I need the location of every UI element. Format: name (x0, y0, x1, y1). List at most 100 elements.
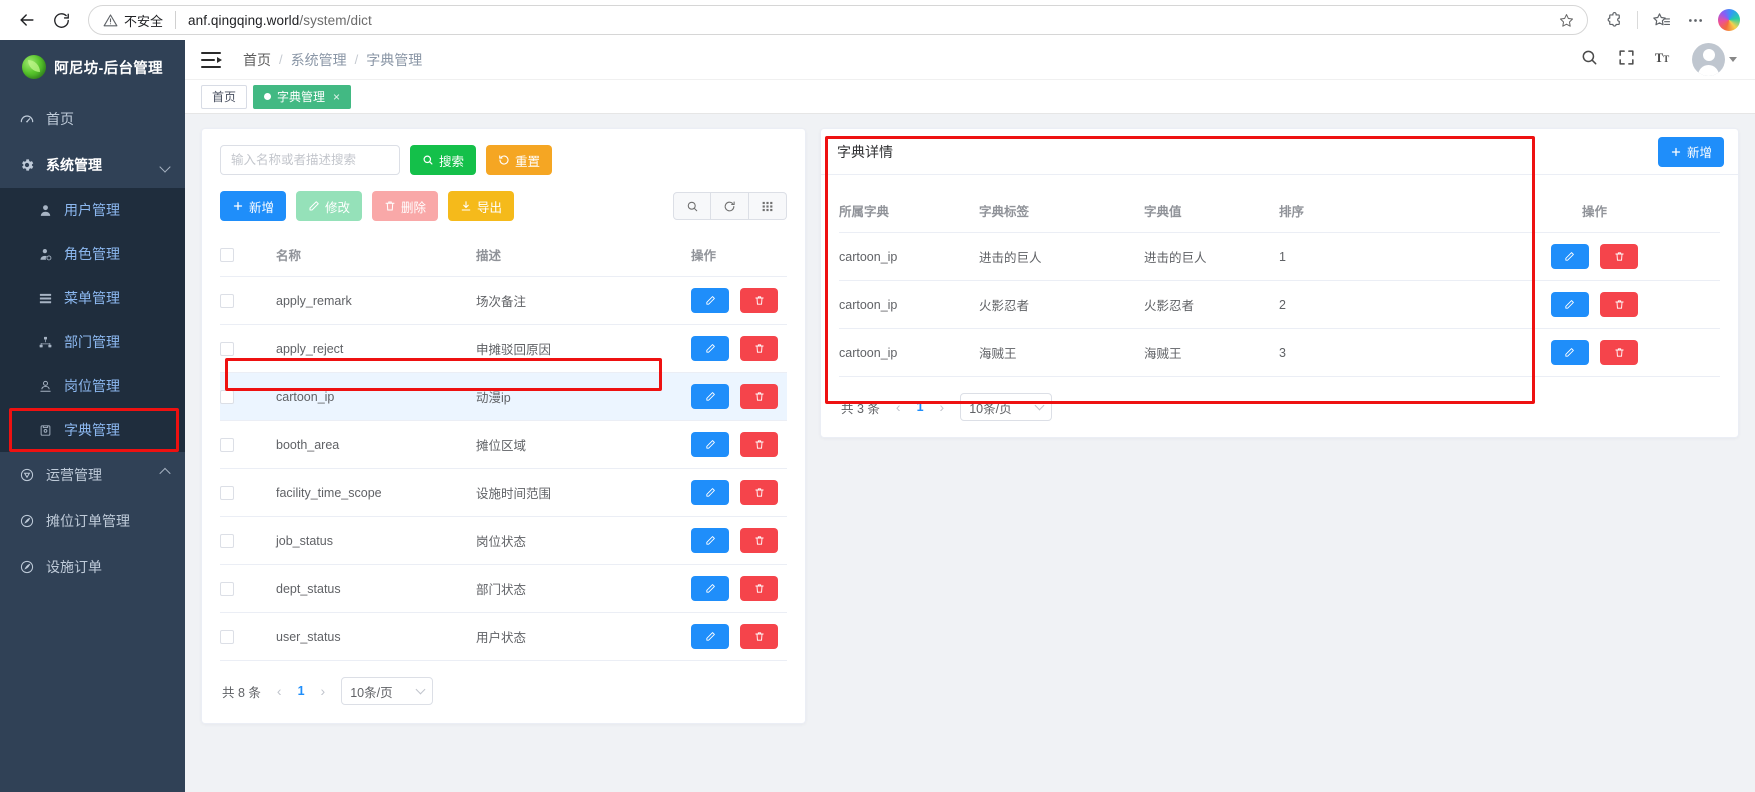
collapse-sidebar-icon[interactable] (201, 51, 222, 68)
search-icon[interactable] (1580, 48, 1599, 72)
table-row[interactable]: cartoon_ip 海贼王 海贼王 3 (839, 328, 1720, 377)
row-delete-button[interactable] (740, 624, 779, 649)
select-all-checkbox[interactable] (220, 247, 234, 262)
search-button-label: 搜索 (439, 154, 465, 169)
delete-button[interactable]: 删除 (372, 191, 439, 221)
table-columns-icon[interactable] (749, 192, 787, 220)
page-number[interactable]: 1 (916, 400, 924, 414)
row-checkbox[interactable] (220, 485, 234, 500)
table-row[interactable]: cartoon_ip 火影忍者 火影忍者 2 (839, 280, 1720, 329)
reload-button[interactable] (44, 3, 78, 37)
page-size-select[interactable]: 10条/页 (960, 393, 1053, 421)
row-checkbox[interactable] (220, 629, 234, 644)
export-button[interactable]: 导出 (448, 191, 515, 221)
row-delete-button[interactable] (740, 480, 779, 505)
prev-page-button[interactable]: ‹ (895, 399, 901, 415)
edit-button[interactable]: 修改 (296, 191, 363, 221)
row-edit-button[interactable] (1550, 292, 1589, 317)
row-edit-button[interactable] (1550, 244, 1589, 269)
page-number[interactable]: 1 (297, 684, 305, 698)
table-row[interactable]: apply_reject 申摊驳回原因 (220, 324, 787, 373)
row-delete-button[interactable] (740, 288, 779, 313)
next-page-button[interactable]: › (320, 683, 326, 699)
row-edit-button[interactable] (691, 480, 729, 505)
extensions-button[interactable] (1598, 4, 1630, 36)
sidebar-item-booth-order-management[interactable]: 摊位订单管理 (0, 498, 185, 544)
row-delete-button[interactable] (740, 384, 779, 409)
reset-button[interactable]: 重置 (486, 145, 553, 175)
table-row[interactable]: apply_remark 场次备注 (220, 276, 787, 325)
table-refresh-icon[interactable] (711, 192, 749, 220)
table-row[interactable]: job_status 岗位状态 (220, 516, 787, 565)
sidebar-item-operation-management[interactable]: 运营管理 (0, 452, 185, 498)
page-size-select[interactable]: 10条/页 (341, 677, 434, 705)
search-input[interactable] (220, 145, 400, 175)
row-edit-button[interactable] (1550, 340, 1589, 365)
row-edit-button[interactable] (691, 528, 729, 553)
cell-name: cartoon_ip (276, 372, 476, 421)
close-icon[interactable]: × (333, 89, 341, 104)
sidebar-item-menu-management[interactable]: 菜单管理 (0, 276, 185, 320)
table-header-row: 名称 描述 操作 (220, 235, 787, 277)
row-delete-button[interactable] (740, 336, 779, 361)
font-size-icon[interactable]: T T (1654, 47, 1674, 72)
favorites-button[interactable] (1645, 4, 1677, 36)
sidebar-item-dictionary-management[interactable]: 字典管理 (0, 408, 185, 452)
row-checkbox[interactable] (220, 533, 234, 548)
table-row[interactable]: facility_time_scope 设施时间范围 (220, 468, 787, 517)
copilot-icon (1718, 9, 1740, 31)
row-checkbox[interactable] (220, 437, 234, 452)
table-row[interactable]: cartoon_ip 进击的巨人 进击的巨人 1 (839, 232, 1720, 281)
tab-home[interactable]: 首页 (201, 84, 248, 109)
row-checkbox[interactable] (220, 341, 234, 356)
row-edit-button[interactable] (691, 288, 729, 313)
row-edit-button[interactable] (691, 336, 729, 361)
breadcrumb-item-system[interactable]: 系统管理 (290, 51, 347, 68)
more-options-button[interactable] (1679, 4, 1711, 36)
tab-dictionary-management[interactable]: 字典管理 × (253, 84, 352, 109)
gear-icon (18, 156, 36, 174)
back-button[interactable] (10, 3, 44, 37)
row-checkbox[interactable] (220, 293, 234, 308)
detail-header-row: 所属字典 字典标签 字典值 排序 操作 (839, 191, 1720, 233)
row-checkbox[interactable] (220, 389, 234, 404)
copilot-button[interactable] (1713, 4, 1745, 36)
row-checkbox[interactable] (220, 581, 234, 596)
table-row[interactable]: booth_area 摊位区域 (220, 420, 787, 469)
row-delete-button[interactable] (1600, 340, 1639, 365)
table-row[interactable]: cartoon_ip 动漫ip (220, 372, 787, 421)
sidebar-item-home[interactable]: 首页 (0, 96, 185, 142)
table-row[interactable]: dept_status 部门状态 (220, 564, 787, 613)
sidebar-item-user-management[interactable]: 用户管理 (0, 188, 185, 232)
dictionary-table: 名称 描述 操作 apply_remark 场次备注 (220, 235, 787, 661)
row-edit-button[interactable] (691, 432, 729, 457)
row-edit-button[interactable] (691, 576, 729, 601)
sidebar-item-facility-order[interactable]: 设施订单 (0, 544, 185, 590)
sidebar-item-role-management[interactable]: 角色管理 (0, 232, 185, 276)
sidebar-item-label: 岗位管理 (64, 378, 120, 394)
row-edit-button[interactable] (691, 384, 729, 409)
bookmark-star-icon[interactable] (1558, 12, 1575, 29)
table-search-icon[interactable] (673, 192, 711, 220)
add-button[interactable]: 新增 (220, 191, 287, 221)
row-delete-button[interactable] (740, 528, 779, 553)
address-bar[interactable]: 不安全 anf.qingqing.world/system/dict (88, 5, 1588, 35)
row-delete-button[interactable] (740, 576, 779, 601)
row-delete-button[interactable] (1600, 292, 1639, 317)
not-secure-warning-icon (103, 13, 118, 28)
fullscreen-icon[interactable] (1617, 48, 1636, 72)
sidebar-item-system-management[interactable]: 系统管理 (0, 142, 185, 188)
breadcrumb-item-home[interactable]: 首页 (243, 51, 271, 68)
sidebar-item-post-management[interactable]: 岗位管理 (0, 364, 185, 408)
table-row[interactable]: user_status 用户状态 (220, 612, 787, 661)
next-page-button[interactable]: › (939, 399, 945, 415)
sidebar-item-department-management[interactable]: 部门管理 (0, 320, 185, 364)
avatar-menu[interactable] (1692, 43, 1737, 76)
cell-name: dept_status (276, 564, 476, 613)
prev-page-button[interactable]: ‹ (276, 683, 282, 699)
row-delete-button[interactable] (740, 432, 779, 457)
row-delete-button[interactable] (1600, 244, 1639, 269)
detail-add-button[interactable]: 新增 (1657, 136, 1724, 167)
search-button[interactable]: 搜索 (410, 145, 477, 175)
row-edit-button[interactable] (691, 624, 729, 649)
